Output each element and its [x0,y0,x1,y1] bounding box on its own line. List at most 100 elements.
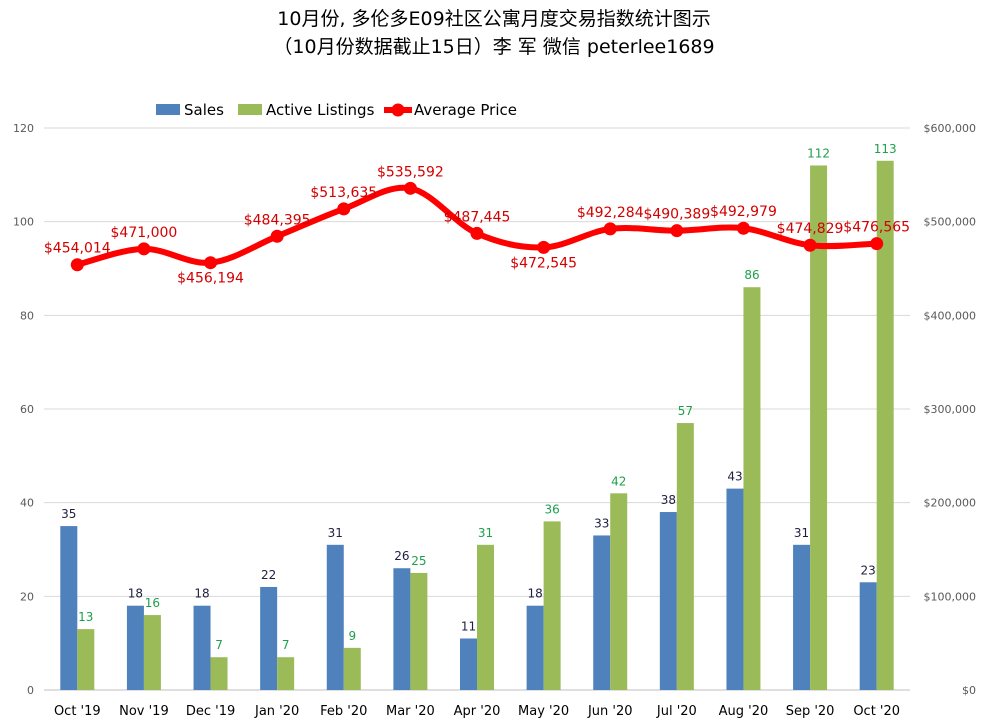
price-data-label: $471,000 [111,225,178,241]
left-tick-label: 120 [13,122,34,135]
listings-bar [810,165,828,690]
legend-listings-swatch [238,104,262,115]
sales-bar [726,488,744,690]
left-tick-label: 40 [20,497,34,510]
listings-data-label: 113 [874,142,897,156]
x-tick-label: Sep '20 [786,704,835,719]
price-point [337,202,351,216]
price-data-label: $472,545 [510,255,577,271]
listings-data-label: 25 [411,554,426,568]
sales-data-label: 31 [328,526,343,540]
sales-bar [126,605,144,690]
price-point [204,256,218,270]
right-tick-label: $0 [962,684,976,697]
sales-bar [859,582,877,690]
sales-bar [593,535,611,690]
sales-bar [659,512,677,690]
listings-bar [477,544,494,690]
x-tick-label: Jan '20 [254,704,299,719]
sales-bar [260,586,278,690]
x-tick-label: Oct '20 [853,704,900,719]
listings-data-label: 7 [215,638,223,652]
x-tick-label: Feb '20 [320,704,367,719]
x-tick-label: Jul '20 [656,704,697,719]
sales-bar [60,526,78,690]
listings-bar [143,615,161,690]
x-axis-ticks: Oct '19 Nov '19 Dec '19 Jan '20 Feb '20 Mar '… [54,704,900,719]
price-data-label: $492,979 [710,204,777,220]
price-point [470,226,484,240]
price-point [270,229,284,243]
right-tick-label: $300,000 [924,403,977,416]
listings-data-label: 31 [478,526,493,540]
sales-data-label: 18 [194,587,209,601]
sales-bar [393,568,411,690]
price-point [603,222,617,236]
sales-bar [460,638,477,690]
listings-data-label: 9 [348,629,356,643]
bars [60,160,894,691]
legend-sales-swatch [156,104,180,115]
listings-bar [676,423,694,690]
legend-price-marker [391,103,405,117]
sales-data-label: 26 [394,549,409,563]
right-tick-label: $600,000 [924,122,977,135]
left-tick-label: 20 [20,590,34,603]
left-tick-label: 100 [13,216,34,229]
price-data-label: $484,395 [244,212,311,228]
price-point [736,221,750,235]
listings-data-label: 112 [807,146,830,160]
left-tick-label: 60 [20,403,34,416]
sales-data-label: 11 [461,619,476,633]
price-point [70,258,84,272]
listings-data-label: 57 [678,404,693,418]
legend-sales-label: Sales [184,101,224,119]
listings-bar [210,657,228,690]
average-price-line [74,184,880,268]
listings-bar [543,521,561,690]
sales-data-label: 31 [794,526,809,540]
sales-bar [193,605,211,690]
left-tick-label: 80 [20,309,34,322]
sales-data-label: 43 [727,470,742,484]
right-axis-ticks: $0 $100,000 $200,000 $300,000 $400,000 $500,0… [924,122,977,697]
x-tick-label: Mar '20 [386,704,435,719]
price-point [870,237,884,251]
price-point [803,238,817,252]
price-data-label: $490,389 [643,207,710,223]
legend-price-label: Average Price [414,101,517,119]
price-data-label: $474,829 [777,221,844,237]
price-data-label: $492,284 [577,205,644,221]
sales-data-label: 35 [61,507,76,521]
sales-bar [526,605,544,690]
x-tick-label: Dec '19 [186,704,235,719]
x-tick-label: Aug '20 [719,704,769,719]
x-tick-label: Jun '20 [587,704,633,719]
listings-bar [343,647,361,690]
chart-subtitle: （10月份数据截止15日）李 军 微信 peterlee1689 [273,36,715,58]
sales-data-label: 23 [861,563,876,577]
chart-title: 10月份, 多伦多E09社区公寓月度交易指数统计图示 [277,8,711,30]
price-data-label: $454,014 [44,241,111,257]
price-line [70,181,884,272]
left-tick-label: 0 [27,684,34,697]
listings-bar [743,287,761,690]
sales-data-label: 22 [261,568,276,582]
listings-bar [410,572,428,690]
sales-bar [793,544,811,690]
listings-data-label: 13 [78,610,93,624]
listings-data-label: 16 [145,596,160,610]
price-point [137,242,151,256]
price-data-label: $535,592 [377,164,444,180]
price-data-label: $476,565 [843,220,910,236]
right-tick-label: $500,000 [924,216,977,229]
listings-bar [876,160,894,691]
x-tick-label: Apr '20 [454,704,501,719]
left-axis-ticks: 0 20 40 60 80 100 120 [13,122,34,697]
listings-bar [610,493,628,690]
x-tick-label: Nov '19 [119,704,169,719]
listings-data-label: 7 [282,638,290,652]
legend: Sales Active Listings Average Price [156,101,517,119]
